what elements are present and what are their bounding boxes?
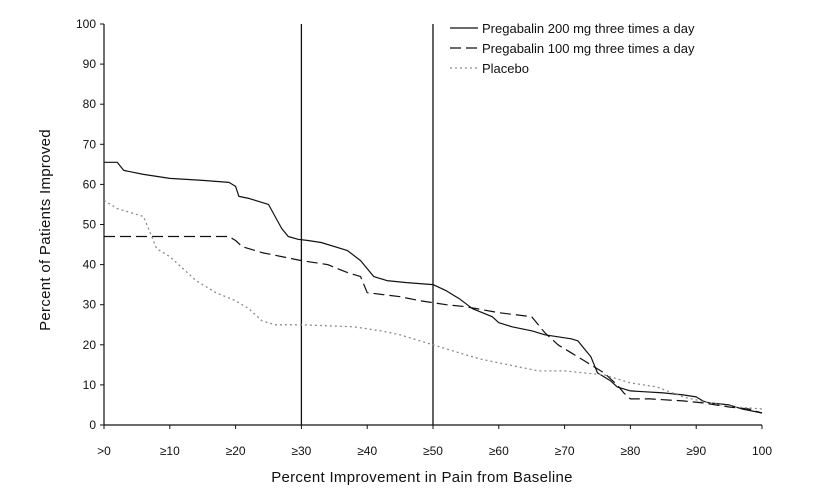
x-tick-label: ≥40: [357, 444, 377, 458]
series-line-2: [104, 235, 763, 414]
x-tick-label: ≥60: [489, 444, 509, 458]
x-tick-label: >0: [97, 444, 111, 458]
y-tick-label: 80: [83, 97, 97, 111]
legend-label-1: Pregabalin 200 mg three times a day: [482, 21, 695, 36]
x-tick-label: ≥50: [423, 444, 443, 458]
reference-lines: [300, 24, 434, 425]
y-tick-label: 40: [83, 258, 97, 272]
x-tick-label: ≥80: [620, 444, 640, 458]
legend-label-2: Pregabalin 100 mg three times a day: [482, 41, 695, 56]
y-tick-label: 100: [76, 17, 96, 31]
series-lines: [103, 161, 763, 414]
y-tick-label: 50: [83, 218, 97, 232]
y-tick-label: 20: [83, 338, 97, 352]
y-tick-label: 10: [83, 378, 97, 392]
series-line-1: [104, 161, 763, 414]
y-tick-label: 90: [83, 57, 97, 71]
x-ticks: >0 ≥10 ≥20 ≥30 ≥40 ≥50 ≥60 ≥70 ≥80 ≥90 100: [97, 425, 772, 458]
y-tick-label: 30: [83, 298, 97, 312]
legend-label-3: Placebo: [482, 61, 529, 76]
x-tick-label: ≥70: [555, 444, 575, 458]
y-axis-label: Percent of Patients Improved: [37, 129, 54, 331]
legend: Pregabalin 200 mg three times a day Prega…: [450, 21, 695, 76]
x-tick-label: ≥90: [686, 444, 706, 458]
x-tick-label: 100: [752, 444, 772, 458]
x-tick-label: ≥30: [291, 444, 311, 458]
y-ticks: 0 10 20 30 40 50 60 70 80 90 100: [76, 17, 104, 432]
y-tick-label: 0: [89, 418, 96, 432]
x-axis-label: Percent Improvement in Pain from Baselin…: [271, 469, 573, 486]
y-tick-label: 60: [83, 177, 97, 191]
series-line-3: [103, 199, 763, 410]
y-tick-label: 70: [83, 137, 97, 151]
x-tick-label: ≥10: [160, 444, 180, 458]
x-tick-label: ≥20: [226, 444, 246, 458]
